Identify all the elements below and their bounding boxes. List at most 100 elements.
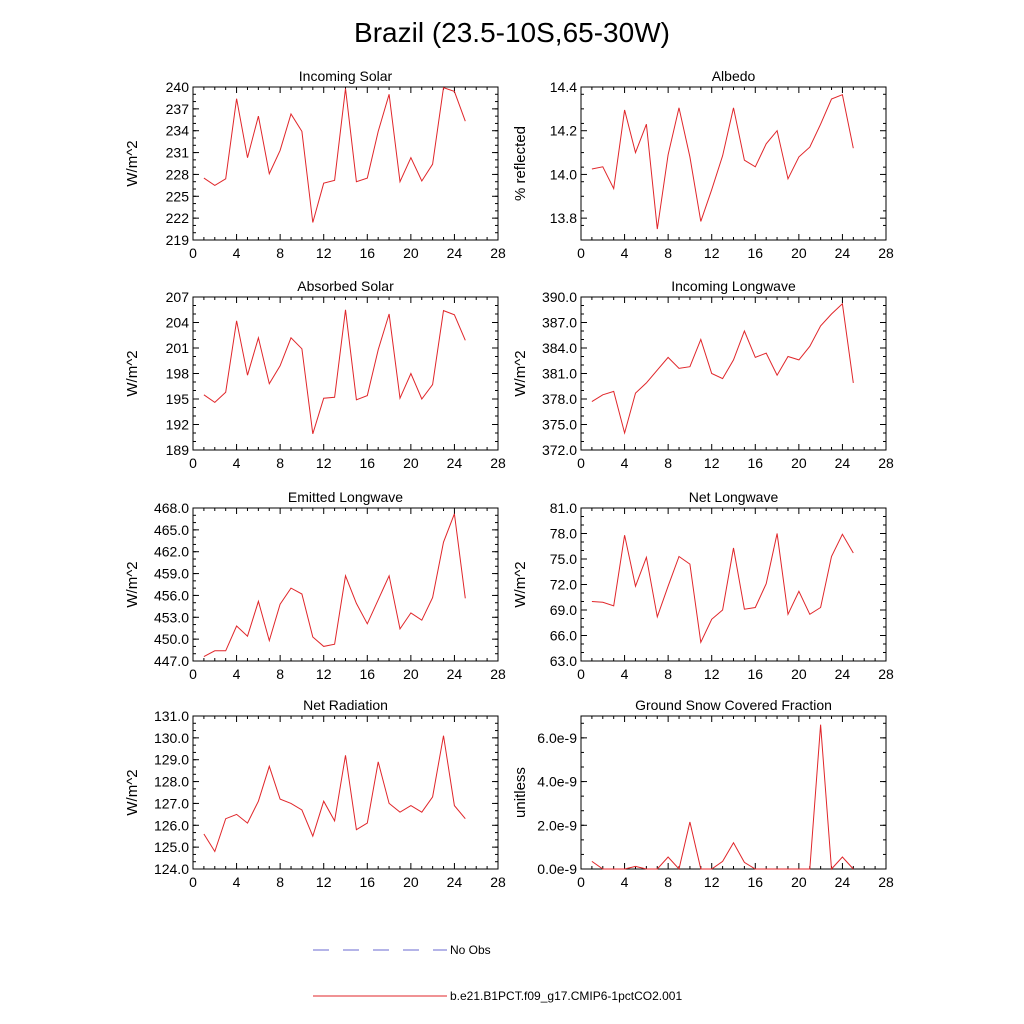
series-line [591,724,854,871]
x-tick-label: 4 [233,666,241,682]
series-line [591,533,854,645]
plot-frame [192,507,499,662]
legend-model-label: b.e21.B1PCT.f09_g17.CMIP6-1pctCO2.001 [450,989,682,1003]
x-tick-label: 24 [835,874,851,890]
x-tick-label: 16 [359,874,375,890]
x-tick-label: 28 [490,245,506,261]
series-line [203,309,466,434]
y-axis-label: W/m^2 [124,350,141,396]
x-tick-label: 8 [664,874,672,890]
y-tick-label: 234 [166,123,190,139]
x-tick-label: 28 [878,874,894,890]
series-line [591,94,854,230]
panel-title: Emitted Longwave [288,489,403,505]
x-tick-label: 16 [747,245,763,261]
figure-title: Brazil (23.5-10S,65-30W) [354,17,670,48]
y-tick-label: 390.0 [542,289,577,305]
x-tick-label: 16 [359,666,375,682]
y-tick-label: 195 [166,391,190,407]
y-tick-label: 72.0 [550,577,577,593]
x-tick-label: 4 [621,874,629,890]
y-tick-label: 450.0 [154,631,189,647]
y-tick-label: 69.0 [550,602,577,618]
y-axis-label: unitless [512,767,529,818]
legend: No Obs b.e21.B1PCT.f09_g17.CMIP6-1pctCO2… [313,943,682,1003]
panel-title: Ground Snow Covered Fraction [635,697,832,713]
y-tick-label: 198 [166,366,190,382]
x-tick-label: 20 [791,874,807,890]
y-tick-label: 378.0 [542,391,577,407]
x-tick-label: 28 [878,666,894,682]
y-tick-label: 125.0 [154,839,189,855]
x-tick-label: 8 [664,455,672,471]
x-tick-label: 24 [835,455,851,471]
panel-grid: Incoming Solar 0 4 8 12 16 20 24 28 219 222 225 228 2… [124,68,894,890]
y-axis-label: % reflected [512,126,529,201]
y-tick-label: 228 [166,166,190,182]
x-tick-label: 4 [621,245,629,261]
x-tick-label: 20 [791,666,807,682]
y-tick-label: 225 [166,188,190,204]
panel-title: Net Radiation [303,697,388,713]
x-tick-label: 16 [359,245,375,261]
x-tick-label: 16 [359,455,375,471]
y-tick-label: 222 [166,210,190,226]
y-tick-label: 63.0 [550,653,577,669]
x-tick-label: 24 [447,245,463,261]
x-tick-label: 0 [577,245,585,261]
y-tick-label: 231 [166,145,190,161]
plot-frame [192,296,499,451]
y-tick-label: 219 [166,232,190,248]
y-tick-label: 237 [166,101,190,117]
series-line [591,302,854,435]
y-tick-label: 375.0 [542,417,577,433]
x-tick-label: 28 [878,455,894,471]
plot-frame [580,296,887,451]
x-tick-label: 4 [233,245,241,261]
x-tick-label: 12 [316,666,332,682]
y-tick-label: 131.0 [154,708,189,724]
y-tick-label: 456.0 [154,587,189,603]
x-tick-label: 16 [747,455,763,471]
x-tick-label: 8 [276,245,284,261]
y-tick-label: 372.0 [542,442,577,458]
x-tick-label: 16 [747,666,763,682]
y-tick-label: 2.0e-9 [537,817,577,833]
y-axis-label: W/m^2 [124,561,141,607]
y-tick-label: 6.0e-9 [537,730,577,746]
y-tick-label: 75.0 [550,551,577,567]
x-tick-label: 24 [835,666,851,682]
panel-albedo: Albedo 0 4 8 12 16 20 24 28 13.8 14.0 14.2 14.4 % ref… [512,68,894,261]
y-tick-label: 0.0e-9 [537,861,577,877]
x-tick-label: 4 [233,874,241,890]
y-tick-label: 459.0 [154,566,189,582]
y-tick-label: 127.0 [154,795,189,811]
x-tick-label: 12 [704,874,720,890]
plot-frame [580,507,887,662]
y-tick-label: 124.0 [154,861,189,877]
y-tick-label: 81.0 [550,500,577,516]
y-tick-label: 447.0 [154,653,189,669]
y-axis-label: W/m^2 [124,769,141,815]
x-tick-label: 8 [276,874,284,890]
x-tick-label: 12 [316,874,332,890]
plot-frame [580,715,887,870]
y-tick-label: 240 [166,79,190,95]
y-tick-label: 201 [166,340,190,356]
y-tick-label: 128.0 [154,774,189,790]
x-tick-label: 0 [189,455,197,471]
x-tick-label: 8 [276,666,284,682]
y-tick-label: 14.2 [550,123,577,139]
x-tick-label: 28 [490,666,506,682]
x-tick-label: 16 [747,874,763,890]
y-tick-label: 130.0 [154,730,189,746]
x-tick-label: 28 [490,874,506,890]
x-tick-label: 12 [316,455,332,471]
x-tick-label: 12 [704,666,720,682]
x-tick-label: 12 [704,245,720,261]
y-tick-label: 66.0 [550,628,577,644]
x-tick-label: 4 [621,455,629,471]
x-tick-label: 12 [704,455,720,471]
y-axis-label: W/m^2 [124,140,141,186]
